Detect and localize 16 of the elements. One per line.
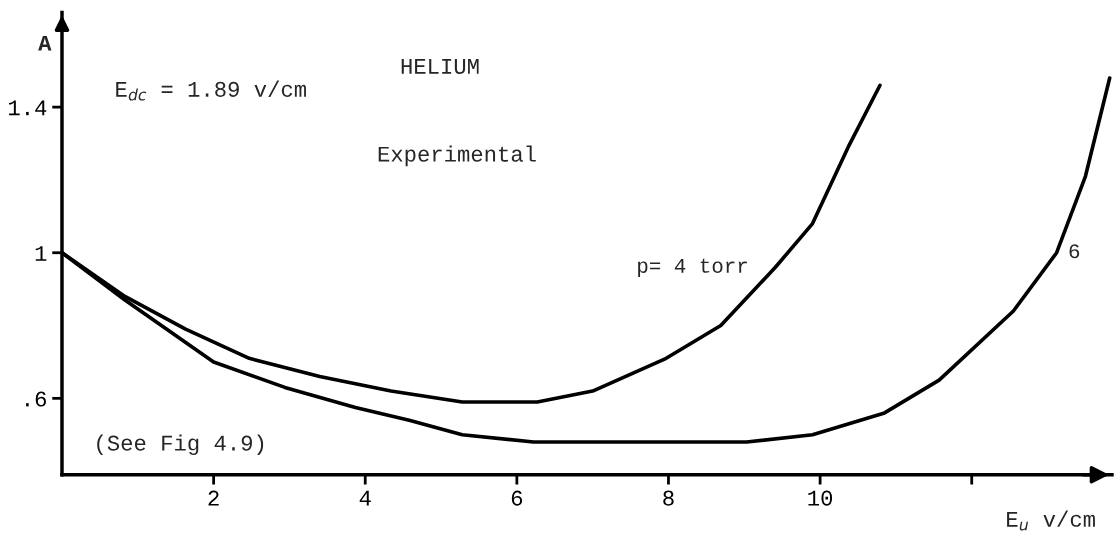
- annotation: E$_{dc}$ = 1.89 v/cm: [116, 80, 306, 101]
- x-tick-label: 8: [663, 490, 674, 506]
- x-tick-label: 4: [359, 490, 371, 506]
- y-tick-label: 1.4: [9, 100, 47, 116]
- y-tick-label: 1: [35, 246, 47, 261]
- x-tick-label: 2: [208, 490, 219, 506]
- annotation: (See Fig 4.9): [97, 434, 264, 456]
- text: HELIUM: [401, 59, 479, 74]
- series-label: 6: [1069, 244, 1080, 259]
- x-tick-label: 6: [511, 490, 523, 506]
- y-tick-label: .6: [26, 391, 46, 407]
- y-axis-title: A: [38, 35, 52, 51]
- annotation: Experimental: [378, 145, 536, 167]
- x-axis-title: E$_{u}$ v/cm: [1007, 510, 1095, 531]
- x-tick-label: 10: [808, 490, 833, 506]
- series-label: p= 4 torr: [638, 258, 747, 277]
